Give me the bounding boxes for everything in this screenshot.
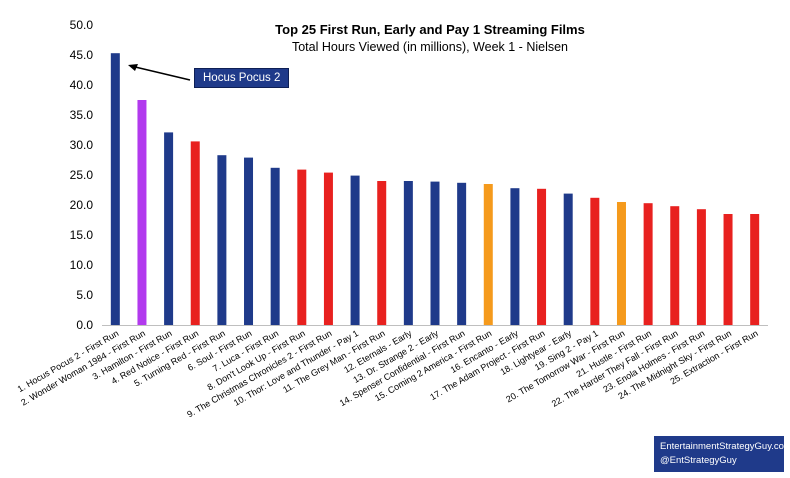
bar [430,181,440,325]
bar [137,100,147,325]
bar [590,197,600,325]
bar [297,169,307,325]
bar [723,214,733,325]
bar [537,188,547,325]
y-tick-label: 10.0 [70,258,94,272]
y-tick-label: 40.0 [70,78,94,92]
bar [350,175,360,325]
bar [164,132,174,325]
y-tick-label: 0.0 [76,318,93,332]
bar [696,209,706,325]
bar [510,188,520,325]
bars [110,53,760,325]
y-tick-label: 35.0 [70,108,94,122]
chart-title: Top 25 First Run, Early and Pay 1 Stream… [275,22,585,37]
credit-box: EntertainmentStrategyGuy.com @EntStrateg… [654,436,790,472]
credit-handle: @EntStrategyGuy [660,455,737,466]
bar [217,155,227,325]
y-tick-label: 5.0 [76,288,93,302]
bar [403,181,413,325]
y-tick-label: 50.0 [70,18,94,32]
y-tick-label: 30.0 [70,138,94,152]
bar [323,172,333,325]
bar [457,182,467,325]
annotation-arrow [128,64,191,81]
chart-subtitle: Total Hours Viewed (in millions), Week 1… [291,40,569,54]
bar [244,157,254,325]
y-tick-label: 25.0 [70,168,94,182]
bar [270,167,280,325]
bar [563,193,573,325]
y-axis-ticks: 0.0 5.0 10.0 15.0 20.0 25.0 30.0 35.0 40.0 45.0 50… [70,18,94,332]
bar [377,181,387,325]
y-tick-label: 15.0 [70,228,94,242]
y-tick-label: 20.0 [70,198,94,212]
bar [670,206,680,325]
bar [750,214,760,325]
bar [616,202,626,325]
bar [110,53,120,325]
bar [643,203,653,325]
y-tick-label: 45.0 [70,48,94,62]
bar [483,184,493,325]
bar [190,141,200,325]
annotation-callout: Hocus Pocus 2 [194,68,290,88]
credit-site: EntertainmentStrategyGuy.com [660,441,790,452]
